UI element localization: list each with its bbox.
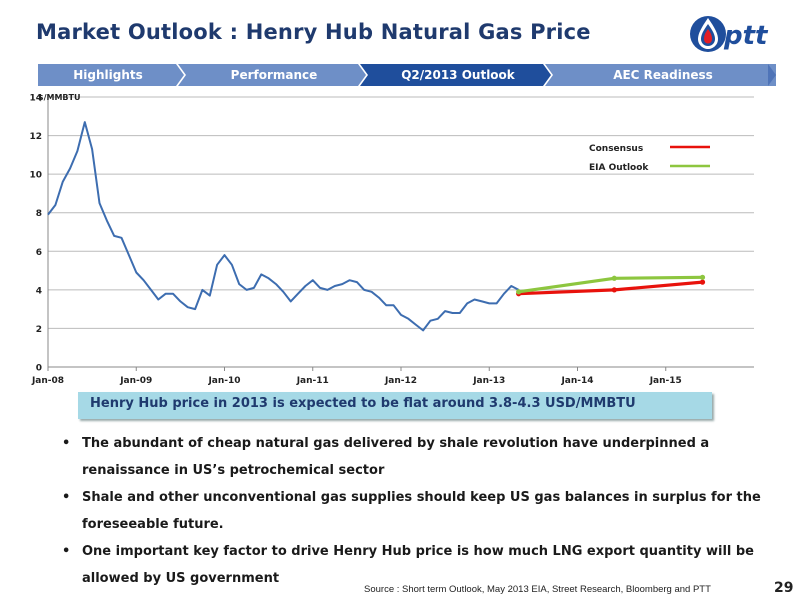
x-tick-label: Jan-09 (119, 376, 152, 386)
legend-label-eia-outlook: EIA Outlook (589, 163, 649, 173)
data-point-eia-outlook (611, 275, 617, 281)
section-nav: Highlights Performance Q2/2013 Outlook A… (38, 64, 776, 86)
x-axis-ticks: Jan-08 Jan-09 Jan-10 Jan-11 Jan-12 Jan-13 Jan-… (31, 367, 682, 386)
page-number: 29 (774, 580, 794, 596)
y-tick-label: 4 (36, 286, 42, 296)
bullet-list: The abundant of cheap natural gas delive… (62, 430, 762, 592)
x-tick-label: Jan-13 (472, 376, 505, 386)
tab-aec-readiness[interactable]: AEC Readiness (613, 68, 713, 82)
data-point-consensus (611, 287, 617, 293)
x-tick-label: Jan-10 (207, 376, 240, 386)
series-line-henry-hub (47, 121, 520, 332)
x-tick-label: Jan-08 (31, 376, 64, 386)
bullet-item: One important key factor to drive Henry … (62, 538, 762, 592)
callout-text: Henry Hub price in 2013 is expected to b… (90, 396, 636, 411)
y-tick-label: 6 (36, 248, 42, 258)
tab-performance[interactable]: Performance (230, 68, 318, 82)
chart-series (47, 121, 706, 332)
data-point-eia-outlook (516, 289, 522, 295)
logo-text: ptt (723, 21, 769, 51)
y-tick-label: 0 (36, 364, 42, 374)
y-axis-label: $/MMBTU (38, 93, 80, 102)
y-tick-label: 8 (36, 209, 42, 219)
ptt-logo: ptt (688, 12, 792, 56)
source-note: Source : Short term Outlook, May 2013 EI… (364, 584, 711, 595)
key-message-callout: Henry Hub price in 2013 is expected to b… (78, 392, 712, 419)
x-tick-label: Jan-12 (384, 376, 417, 386)
legend-label-consensus: Consensus (589, 144, 643, 154)
tab-q2-2013-outlook[interactable]: Q2/2013 Outlook (401, 68, 515, 82)
y-tick-label: 12 (29, 132, 42, 142)
y-tick-label: 2 (36, 325, 42, 335)
chart-legend: Consensus EIA Outlook (589, 144, 710, 173)
ptt-logo-mark: ptt (690, 16, 769, 52)
x-tick-label: Jan-11 (296, 376, 329, 386)
data-point-eia-outlook (699, 274, 706, 280)
y-axis-ticks: 0 2 4 6 8 10 12 14 (29, 94, 42, 374)
tab-highlights[interactable]: Highlights (73, 68, 143, 82)
x-tick-label: Jan-14 (560, 376, 593, 386)
x-tick-label: Jan-15 (649, 376, 682, 386)
chart-gridlines (47, 96, 754, 368)
bullet-item: Shale and other unconventional gas suppl… (62, 484, 762, 538)
bullet-item: The abundant of cheap natural gas delive… (62, 430, 762, 484)
page-title: Market Outlook : Henry Hub Natural Gas P… (36, 20, 591, 44)
y-tick-label: 14 (29, 94, 42, 104)
y-tick-label: 10 (29, 171, 42, 181)
data-point-consensus (699, 279, 706, 285)
